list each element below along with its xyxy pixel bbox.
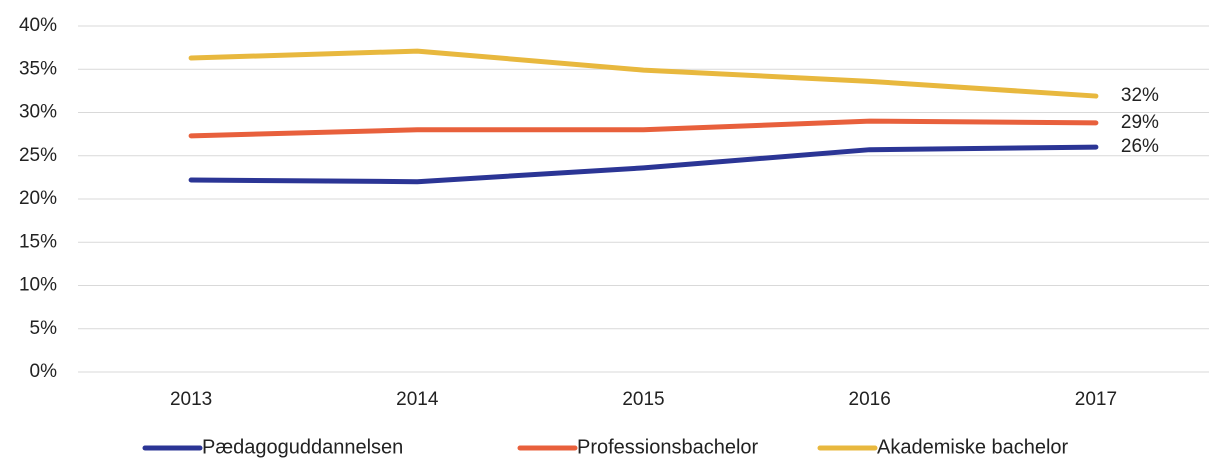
legend-label: Pædagoguddannelsen xyxy=(202,436,403,458)
x-tick-label: 2013 xyxy=(170,389,212,410)
y-tick-label: 5% xyxy=(30,318,58,339)
y-tick-label: 40% xyxy=(19,15,57,36)
x-tick-label: 2016 xyxy=(849,389,891,410)
y-tick-label: 0% xyxy=(30,361,58,382)
series-line xyxy=(188,118,1099,139)
series-line xyxy=(188,144,1099,185)
y-tick-label: 20% xyxy=(19,188,57,209)
y-tick-label: 25% xyxy=(19,145,57,166)
legend-label: Akademiske bachelor xyxy=(877,436,1069,458)
x-tick-label: 2017 xyxy=(1075,389,1117,410)
data-label: 26% xyxy=(1121,136,1159,157)
legend-label: Professionsbachelor xyxy=(577,436,759,458)
data-label: 29% xyxy=(1121,112,1159,133)
y-tick-label: 15% xyxy=(19,231,57,252)
x-tick-label: 2015 xyxy=(622,389,664,410)
y-tick-label: 30% xyxy=(19,102,57,123)
y-tick-label: 35% xyxy=(19,58,57,79)
data-label: 32% xyxy=(1121,85,1159,106)
y-tick-label: 10% xyxy=(19,275,57,296)
x-tick-label: 2014 xyxy=(396,389,439,410)
series-line xyxy=(188,48,1099,99)
